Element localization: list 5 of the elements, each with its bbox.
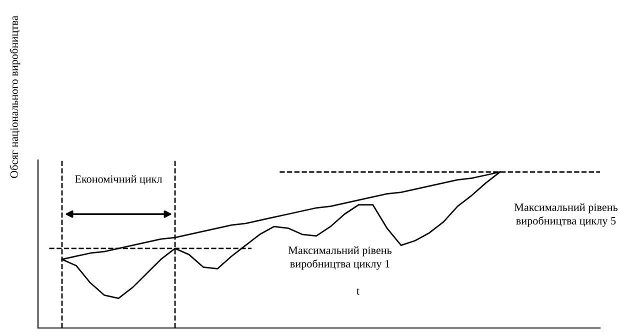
annotation: Максимальний рівень виробництва циклу 1 (288, 246, 392, 270)
text: Максимальний рівень виробництва циклу 5 (514, 203, 618, 227)
annotation: Економічний цикл (75, 175, 162, 185)
annotation: t (356, 288, 360, 295)
y-axis-title: Обсяг національного виробництва (10, 16, 20, 178)
